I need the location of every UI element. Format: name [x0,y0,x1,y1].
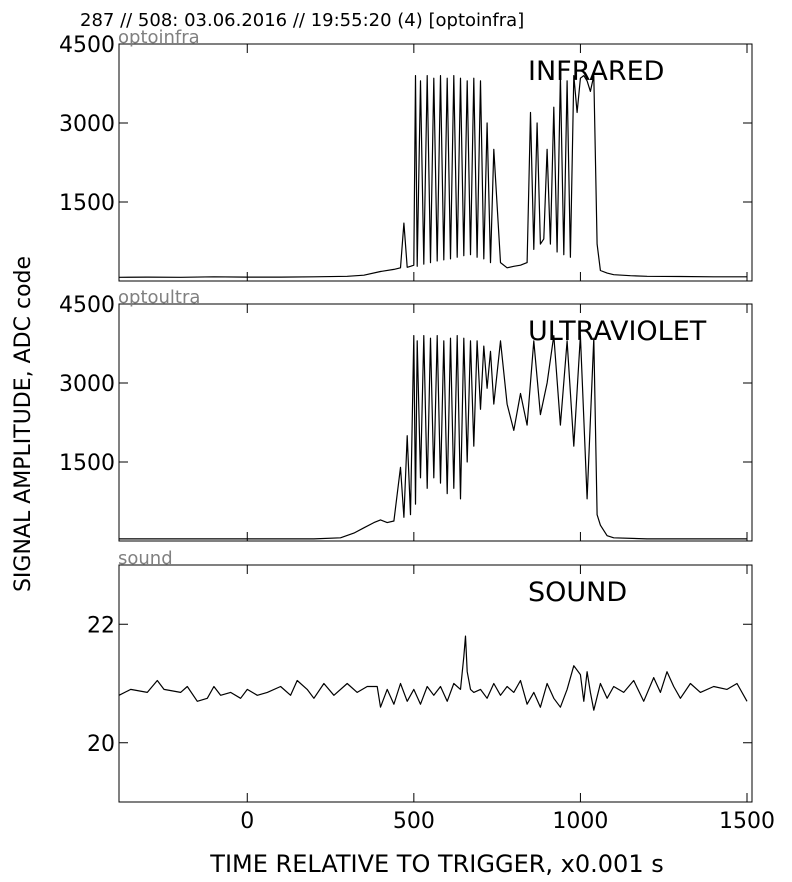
panel-frame [118,43,753,282]
source-label: optoinfra [118,27,200,48]
y-tick-label: 20 [87,732,115,757]
x-tick-label: 0 [240,809,254,834]
y-tick-label: 22 [87,613,115,638]
y-tick-label: 1500 [59,191,115,216]
y-tick-label: 4500 [59,33,115,58]
source-label: sound [118,548,173,569]
source-label: optoultra [118,287,200,308]
series-line [119,335,747,540]
panel-title: SOUND [528,577,627,608]
x-tick-label: 500 [393,809,435,834]
y-tick-label: 1500 [59,451,115,476]
y-tick-label: 4500 [59,293,115,318]
figure-header: 287 // 508: 03.06.2016 // 19:55:20 (4) [… [80,10,524,31]
series-line [118,635,748,711]
panel-frame [118,564,753,803]
y-axis-label: SIGNAL AMPLITUDE, ADC code [11,256,36,592]
series-line [118,74,747,278]
x-tick-label: 1500 [719,809,775,834]
panel-frame [118,303,753,542]
x-axis-label: TIME RELATIVE TO TRIGGER, x0.001 s [209,850,663,878]
y-tick-label: 3000 [59,112,115,137]
y-tick-label: 3000 [59,372,115,397]
panel-title: INFRARED [528,56,664,87]
x-tick-label: 1000 [552,809,608,834]
panel-title: ULTRAVIOLET [528,316,707,347]
